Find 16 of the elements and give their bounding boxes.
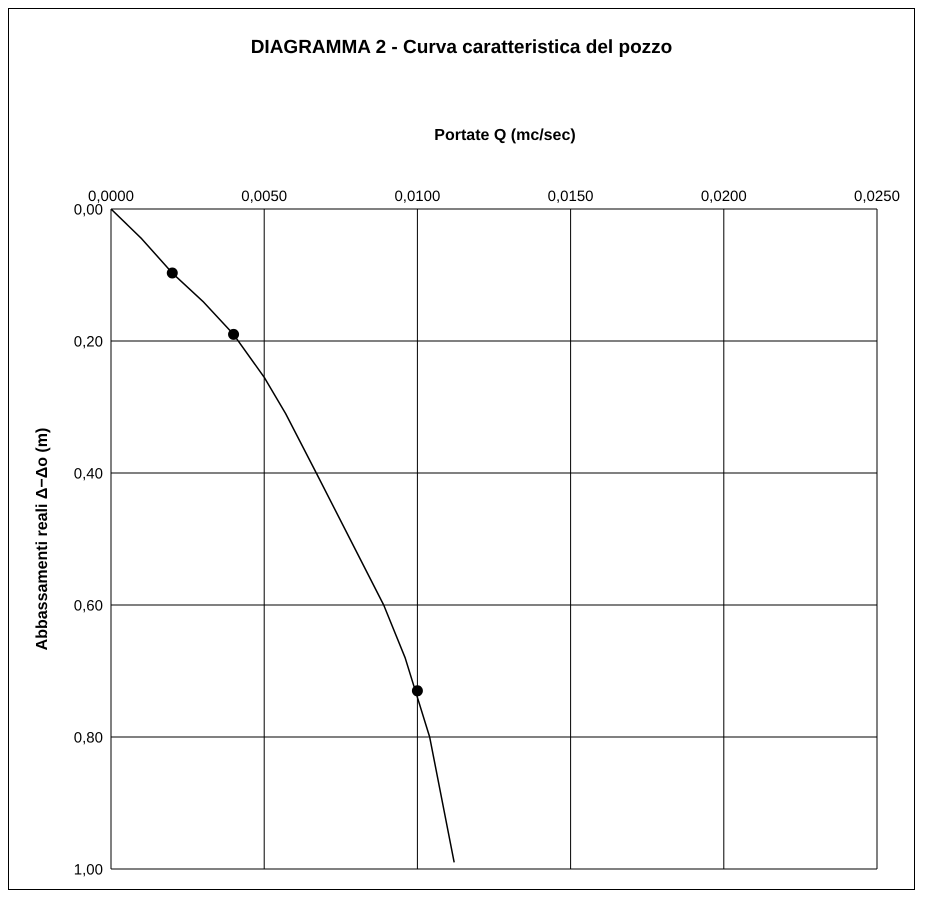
x-tick-label: 0,0100 [394,188,440,205]
point [228,328,240,340]
x-tick-label: 0,0150 [548,188,594,205]
y-tick-label: 0,20 [74,333,103,350]
y-tick-label: 0,60 [74,597,103,614]
x-tick-label: 0,0200 [700,188,747,205]
x-axis-title: Portate Q (mc/sec) [433,127,577,145]
x-tick-label: 0,0050 [241,188,288,205]
y-tick-label: 0,80 [74,729,103,746]
x-tick-label: 0,0250 [854,188,900,205]
point [412,685,423,696]
y-tick-label: 0,40 [74,465,103,482]
point [166,268,178,279]
y-axis-title: Abbassamenti reali Δ−Δo (m) [34,428,52,650]
chart-title: DIAGRAMMA 2 - Curva caratteristica del pozzo [250,37,674,59]
y-tick-label: 1,00 [74,861,103,878]
